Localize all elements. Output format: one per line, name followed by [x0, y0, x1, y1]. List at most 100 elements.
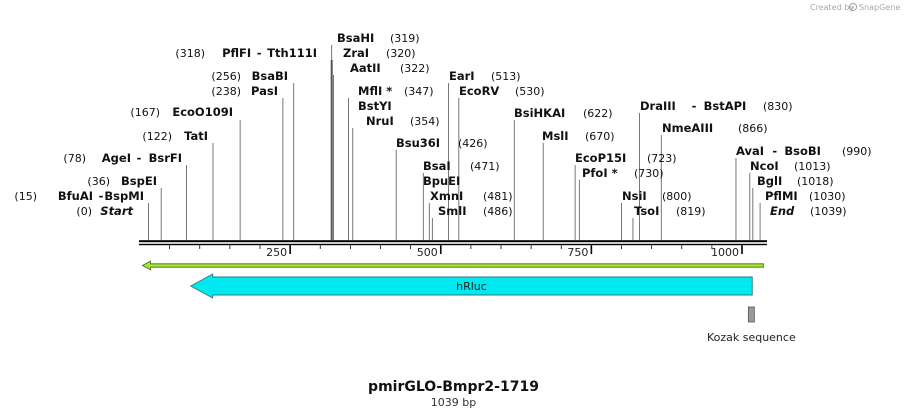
- site-ecop15i[interactable]: EcoP15I (723): [575, 151, 677, 165]
- site-bsai[interactable]: BsaI (471): [423, 159, 500, 173]
- sequence-line[interactable]: [139, 240, 767, 246]
- feature-kozak[interactable]: Kozak sequence: [707, 306, 796, 344]
- sequence-line-bottom: [139, 243, 767, 246]
- site-position: (1030): [809, 190, 846, 203]
- site-position: (426): [458, 137, 488, 150]
- site-tsoi[interactable]: TsoI (819): [634, 204, 706, 218]
- site-name: ZraI: [343, 46, 369, 60]
- ruler-tick-label: 1000: [711, 246, 739, 259]
- site-eco0109i[interactable]: EcoO109I (167): [130, 105, 233, 119]
- site-name: BsaI: [423, 159, 451, 173]
- site-position: (1039): [810, 205, 847, 218]
- site-position: (830): [763, 100, 793, 113]
- site-name: BspEI: [121, 174, 157, 188]
- feature-hrluc[interactable]: hRluc: [189, 273, 753, 299]
- site-name: BglI: [757, 174, 782, 188]
- features-track: hRluc Kozak sequence: [189, 273, 796, 344]
- site-bstyi[interactable]: BstYI: [358, 99, 392, 113]
- site-zrai[interactable]: ZraI (320): [343, 46, 416, 60]
- site-bglii[interactable]: BglI (1018): [757, 174, 834, 188]
- restriction-site-labels: Start (0) BspMI BfuAI - (15) BspEI(36) BsrFI Age…: [14, 31, 871, 218]
- site-bfuai[interactable]: BspMI BfuAI - (15): [14, 189, 144, 203]
- site-start[interactable]: Start (0): [76, 204, 133, 218]
- site-agei[interactable]: BsrFI AgeI - (78): [63, 151, 182, 165]
- site-ecorv[interactable]: EcoRV (530): [459, 84, 545, 98]
- site-pflmi[interactable]: PflMI (1030): [765, 189, 846, 203]
- site-alt-name: BsoBI: [784, 144, 821, 158]
- sequence-title: pmirGLO-Bmpr2-1719: [368, 379, 539, 395]
- site-alt-name: BsrFI: [149, 151, 182, 165]
- ruler-tick-label: 500: [417, 246, 438, 259]
- site-name: BfuAI: [58, 189, 93, 203]
- site-end[interactable]: End (1039): [770, 204, 847, 218]
- site-name: SmlI: [438, 204, 467, 218]
- site-position: (78): [63, 152, 86, 165]
- site-avai[interactable]: AvaI - BsoBI (990): [736, 144, 872, 158]
- site-alt-name: Tth111I: [267, 46, 317, 60]
- site-bsihkai[interactable]: BsiHKAI (622): [514, 106, 613, 120]
- site-position: (15): [14, 190, 37, 203]
- site-mfli[interactable]: MflI * (347): [358, 84, 434, 98]
- site-pflfi[interactable]: Tth111I PflFI - (318): [175, 46, 317, 60]
- site-name: PflFI: [222, 46, 251, 60]
- site-bpuei[interactable]: BpuEI: [423, 174, 460, 188]
- site-xmni[interactable]: XmnI (481): [430, 189, 513, 203]
- site-nrui[interactable]: NruI (354): [366, 114, 440, 128]
- site-position: (0): [76, 205, 92, 218]
- site-ncoi[interactable]: NcoI (1013): [750, 159, 831, 173]
- site-position: (730): [634, 167, 664, 180]
- sequence-length: 1039 bp: [431, 396, 476, 409]
- site-pfoi[interactable]: PfoI * (730): [582, 166, 664, 180]
- site-separator: -: [772, 144, 777, 158]
- site-name: PflMI: [765, 189, 798, 203]
- site-position: (354): [410, 115, 440, 128]
- credit-prefix: Created by: [810, 3, 854, 12]
- site-position: (238): [211, 85, 241, 98]
- site-name: BpuEI: [423, 174, 460, 188]
- site-name: NcoI: [750, 159, 779, 173]
- site-bsu36i[interactable]: Bsu36I (426): [396, 136, 488, 150]
- site-name: EcoRV: [459, 84, 499, 98]
- site-position: (513): [491, 70, 521, 83]
- site-name: NmeAIII: [662, 121, 713, 135]
- sequence-line-top: [139, 240, 767, 243]
- orf-arrow-shape: [141, 260, 764, 271]
- site-bsahi[interactable]: BsaHI (319): [337, 31, 420, 45]
- site-msli[interactable]: MslI (670): [542, 129, 615, 143]
- site-name: Start: [100, 204, 133, 218]
- feature-arrow-shape: [189, 273, 753, 299]
- site-position: (1013): [794, 160, 831, 173]
- site-alt-name: BstAPI: [704, 99, 747, 113]
- site-position: (800): [662, 190, 692, 203]
- site-bsabi[interactable]: BsaBI (256): [211, 69, 288, 83]
- site-smli[interactable]: SmlI (486): [438, 204, 513, 218]
- site-name: PfoI *: [582, 166, 618, 180]
- site-alt-name: BspMI: [104, 189, 144, 203]
- site-aatii[interactable]: AatII (322): [350, 61, 430, 75]
- site-eari[interactable]: EarI (513): [449, 69, 521, 83]
- site-name: End: [770, 204, 795, 218]
- site-bspei[interactable]: BspEI (36): [87, 174, 157, 188]
- site-nsii[interactable]: NsiI (800): [622, 189, 692, 203]
- site-connectors: [148, 45, 761, 240]
- site-name: BsaBI: [252, 69, 288, 83]
- site-name: BsaHI: [337, 31, 374, 45]
- site-name: DraIII: [640, 99, 676, 113]
- feature-label: hRluc: [456, 280, 487, 293]
- ruler: 250 500 750 1000: [169, 245, 743, 259]
- site-separator: -: [257, 46, 262, 60]
- site-pasi[interactable]: PasI (238): [211, 84, 278, 98]
- site-separator: -: [692, 99, 697, 113]
- site-name: Bsu36I: [396, 136, 440, 150]
- orf-arrow[interactable]: [141, 260, 764, 271]
- site-name: MslI: [542, 129, 569, 143]
- site-name: AvaI: [736, 144, 764, 158]
- site-name: EcoP15I: [575, 151, 626, 165]
- site-name: BsiHKAI: [514, 106, 565, 120]
- site-draiii[interactable]: DraIII - BstAPI (830): [640, 99, 793, 113]
- site-tati[interactable]: TatI (122): [142, 129, 208, 143]
- site-name: AgeI: [102, 151, 131, 165]
- site-nmeaiii[interactable]: NmeAIII (866): [662, 121, 768, 135]
- snapgene-logo-icon: [848, 2, 858, 12]
